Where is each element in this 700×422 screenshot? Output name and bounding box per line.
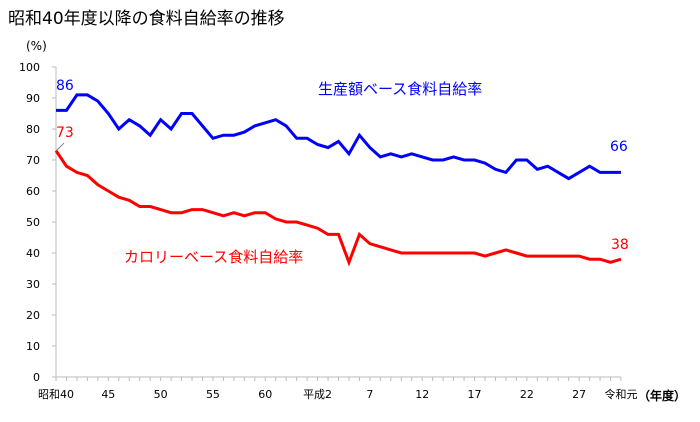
- y-tick-label: 30: [26, 278, 40, 291]
- x-tick-label: 22: [520, 388, 534, 401]
- calorie-start-value: 73: [56, 125, 74, 141]
- x-tick-label: 55: [206, 388, 220, 401]
- production-series-line: [56, 93, 621, 181]
- calorie-end-value: 38: [611, 237, 629, 253]
- y-tick-label: 60: [26, 185, 40, 198]
- x-tick-label: 27: [572, 388, 586, 401]
- production-end-value: 66: [610, 139, 628, 155]
- start-label-leader: [55, 142, 65, 152]
- x-tick-label: 17: [468, 388, 482, 401]
- calorie-series-line: [54, 149, 622, 267]
- x-tick-label: 令和元: [605, 387, 638, 401]
- y-tick-label: 10: [26, 340, 40, 353]
- chart-title: 昭和40年度以降の食料自給率の推移: [8, 9, 285, 29]
- y-tick-label: 80: [26, 123, 40, 136]
- x-tick-label: 12: [415, 388, 429, 401]
- x-axis-label: （年度）: [638, 388, 686, 403]
- y-tick-label: 100: [19, 61, 40, 74]
- y-tick-label: 70: [26, 154, 40, 167]
- x-tick-label: 50: [154, 388, 168, 401]
- production-start-value: 86: [56, 78, 74, 94]
- y-tick-label: 20: [26, 309, 40, 322]
- series-label-production: 生産額ベース食料自給率: [318, 80, 482, 98]
- y-tick-label: 50: [26, 216, 40, 229]
- y-axis-label: (%): [26, 39, 47, 53]
- y-tick-label: 40: [26, 247, 40, 260]
- x-tick-label: 平成2: [303, 388, 332, 401]
- series-label-calorie: カロリーベース食料自給率: [124, 248, 303, 266]
- y-tick-label: 90: [26, 92, 40, 105]
- x-tick-label: 昭和40: [38, 388, 74, 401]
- x-tick-label: 45: [101, 388, 115, 401]
- x-tick-label: 7: [366, 388, 373, 401]
- y-tick-label: 0: [33, 371, 40, 384]
- x-tick-label: 60: [258, 388, 272, 401]
